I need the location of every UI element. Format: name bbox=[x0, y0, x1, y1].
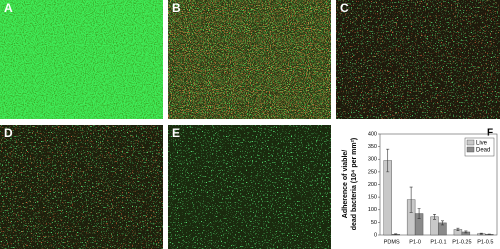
micrograph: A bbox=[0, 0, 163, 119]
panel-label: D bbox=[4, 126, 13, 140]
y-tick-label: 300 bbox=[368, 157, 377, 163]
y-tick-label: 200 bbox=[368, 182, 377, 188]
panel-label: B bbox=[172, 1, 181, 15]
panel-label: C bbox=[340, 1, 349, 15]
error-bar bbox=[487, 233, 491, 235]
micrograph: B bbox=[168, 0, 331, 119]
error-bar bbox=[394, 233, 398, 236]
legend-swatch bbox=[466, 139, 475, 146]
error-bar bbox=[479, 232, 483, 235]
y-tick-label: 400 bbox=[368, 131, 377, 137]
legend-swatch bbox=[466, 146, 475, 153]
y-tick-label: 150 bbox=[368, 195, 377, 201]
y-tick-label: 100 bbox=[368, 207, 377, 213]
error-bar bbox=[417, 208, 421, 219]
y-axis-label: dead bacteria (10⁴ per mm²) bbox=[351, 138, 358, 231]
legend-label: Dead bbox=[476, 148, 490, 154]
panel-label: F bbox=[487, 128, 493, 139]
x-tick-label: P1-0.1 bbox=[430, 239, 446, 245]
bar-chart: F Adherence of viable/ dead bacteria (10… bbox=[342, 128, 498, 245]
y-tick-label: 350 bbox=[368, 144, 377, 150]
y-tick-label: 50 bbox=[371, 220, 377, 226]
micrograph: E bbox=[168, 125, 331, 249]
error-bar bbox=[433, 213, 437, 220]
micrograph: D bbox=[0, 125, 163, 249]
y-tick-label: 0 bbox=[374, 232, 377, 238]
y-tick-label: 250 bbox=[368, 169, 377, 175]
x-tick-label: P1-0.25 bbox=[452, 239, 471, 245]
micrograph: C bbox=[336, 0, 500, 119]
x-tick-label: P1-0.5 bbox=[477, 239, 493, 245]
error-bar bbox=[409, 186, 413, 213]
error-bar bbox=[440, 220, 444, 226]
panel-label: A bbox=[4, 1, 13, 15]
y-axis-label: Adherence of viable/ bbox=[342, 150, 349, 219]
legend-label: Live bbox=[476, 141, 488, 147]
error-bar bbox=[464, 230, 468, 234]
panel-label: E bbox=[172, 126, 180, 140]
x-tick-label: PDMS bbox=[384, 239, 400, 245]
error-bar bbox=[386, 148, 390, 173]
x-tick-label: P1-0 bbox=[409, 239, 421, 245]
error-bar bbox=[456, 227, 460, 232]
